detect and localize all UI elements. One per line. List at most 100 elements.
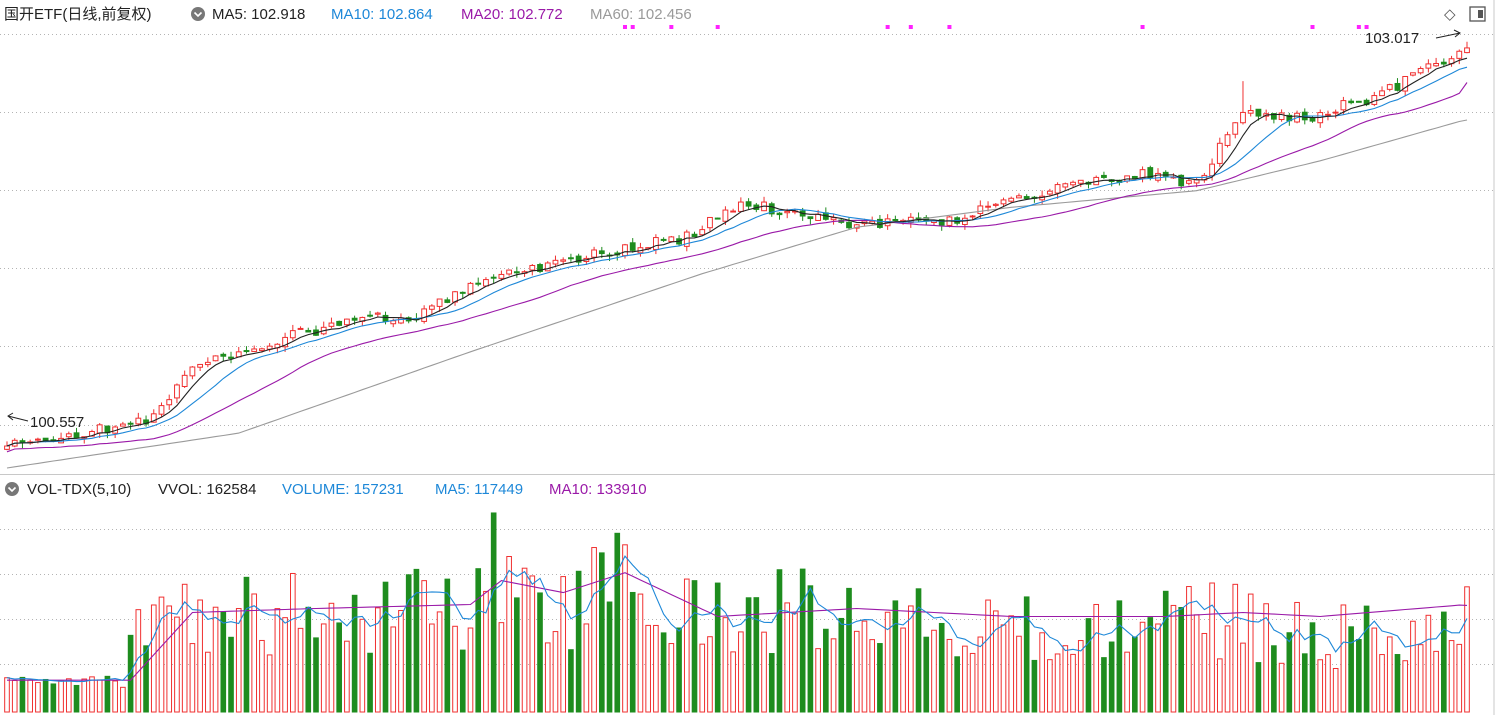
volume-bar-up xyxy=(65,678,72,713)
candle-down xyxy=(776,212,783,216)
candle-up xyxy=(158,405,165,415)
volume-bar-up xyxy=(1139,621,1146,713)
volume-bar-up xyxy=(452,625,458,713)
volume-bar-down xyxy=(475,568,482,713)
volume-header: VOL-TDX(5,10) VVOL: 162584 VOLUME: 15723… xyxy=(5,481,647,498)
candle-up xyxy=(390,320,397,325)
volume-bar-up xyxy=(112,680,118,713)
volume-ma10-value: MA10: 133910 xyxy=(549,481,647,498)
candle-down xyxy=(73,432,80,439)
volume-bar-up xyxy=(1062,645,1069,713)
candle-down xyxy=(575,255,582,263)
ma60-line xyxy=(6,119,1468,469)
candle-up xyxy=(398,317,404,324)
volume-bar-up xyxy=(274,608,281,713)
volume-bar-down xyxy=(776,569,783,713)
candle-up xyxy=(204,361,211,366)
volume-bar-down xyxy=(923,636,930,713)
candle-down xyxy=(537,264,543,272)
candle-up xyxy=(560,259,567,262)
volume-bar-up xyxy=(498,622,505,713)
volume-bar-up xyxy=(1232,583,1239,713)
volume-bar-up xyxy=(853,630,860,713)
candle-up xyxy=(1402,75,1409,92)
candle-up xyxy=(135,417,142,425)
volume-bar-up xyxy=(89,676,95,713)
ma10-line xyxy=(6,66,1468,447)
indicator-settings-icon[interactable] xyxy=(191,7,205,21)
volume-bar-up xyxy=(158,596,165,713)
volume-bar-up xyxy=(290,572,296,713)
volume-bar-up xyxy=(529,575,536,713)
candle-up xyxy=(374,312,381,315)
volume-bar-up xyxy=(197,599,203,713)
volume-bar-up xyxy=(27,679,33,713)
volume-bar-down xyxy=(73,684,80,713)
volume-bar-up xyxy=(637,593,644,713)
volume-bar-up xyxy=(1410,620,1416,713)
volume-bar-up xyxy=(1402,660,1409,713)
candle-up xyxy=(498,273,505,279)
volume-bar-down xyxy=(104,675,111,713)
candle-down xyxy=(243,350,250,353)
candle-up xyxy=(730,210,737,213)
volume-bar-down xyxy=(807,585,814,713)
volume-bar-up xyxy=(985,599,991,713)
candle-up xyxy=(1224,134,1231,146)
volume-bar-up xyxy=(861,620,868,713)
diamond-icon[interactable]: ◇ xyxy=(1444,6,1456,23)
candle-up xyxy=(707,216,713,229)
volume-bar-up xyxy=(282,617,288,713)
volume-bar-up xyxy=(1054,653,1061,713)
candle-down xyxy=(660,238,667,241)
volume-bar-up xyxy=(730,651,736,713)
volume-bar-down xyxy=(768,653,775,713)
volume-bar-down xyxy=(514,597,520,713)
window-toggle-icon[interactable] xyxy=(1469,6,1486,22)
volume-bar-up xyxy=(830,638,837,713)
candle-down xyxy=(1355,100,1362,103)
candle-down xyxy=(1270,113,1277,120)
volume-bar-up xyxy=(1247,593,1254,713)
moving-average-lines xyxy=(6,57,1468,469)
volume-bar-up xyxy=(506,555,512,713)
candle-down xyxy=(305,329,312,333)
volume-bar-up xyxy=(560,576,567,713)
candle-up xyxy=(1247,110,1254,114)
volume-settings-icon[interactable] xyxy=(5,482,19,496)
candle-down xyxy=(1394,82,1401,91)
candle-up xyxy=(4,445,10,450)
candle-up xyxy=(212,355,219,362)
candle-up xyxy=(119,423,126,427)
candle-up xyxy=(977,205,984,215)
volume-bar-down xyxy=(220,611,227,713)
volume-bar-up xyxy=(962,645,968,713)
volume-bar-down xyxy=(1394,654,1401,713)
candle-up xyxy=(1054,184,1061,194)
volume-bar-down xyxy=(568,649,574,713)
volume-bar-down xyxy=(1271,645,1277,713)
volume-bar-down xyxy=(1031,659,1038,713)
volume-bar-up xyxy=(653,624,659,713)
candle-down xyxy=(768,203,775,215)
ma20-value: MA20: 102.772 xyxy=(461,6,563,23)
volume-bar-down xyxy=(228,636,234,713)
candle-up xyxy=(985,205,991,208)
candle-down xyxy=(459,291,466,294)
candle-down xyxy=(1440,61,1447,65)
volume-bar-up xyxy=(668,643,675,713)
candle-down xyxy=(475,282,482,285)
volume-bar-up xyxy=(436,611,443,713)
volume-bar-up xyxy=(992,610,999,713)
candle-down xyxy=(1162,171,1169,177)
candle-up xyxy=(652,237,659,250)
volume-bar-up xyxy=(120,686,126,713)
candle-up xyxy=(529,264,536,271)
volume-bar-down xyxy=(243,576,250,713)
highest-price-label: 103.017 xyxy=(1365,30,1419,47)
candle-down xyxy=(444,299,451,303)
volume-bar-up xyxy=(251,593,258,713)
candle-down xyxy=(892,218,899,221)
volume-bar-down xyxy=(143,645,149,713)
volume-bar-down xyxy=(537,592,543,713)
